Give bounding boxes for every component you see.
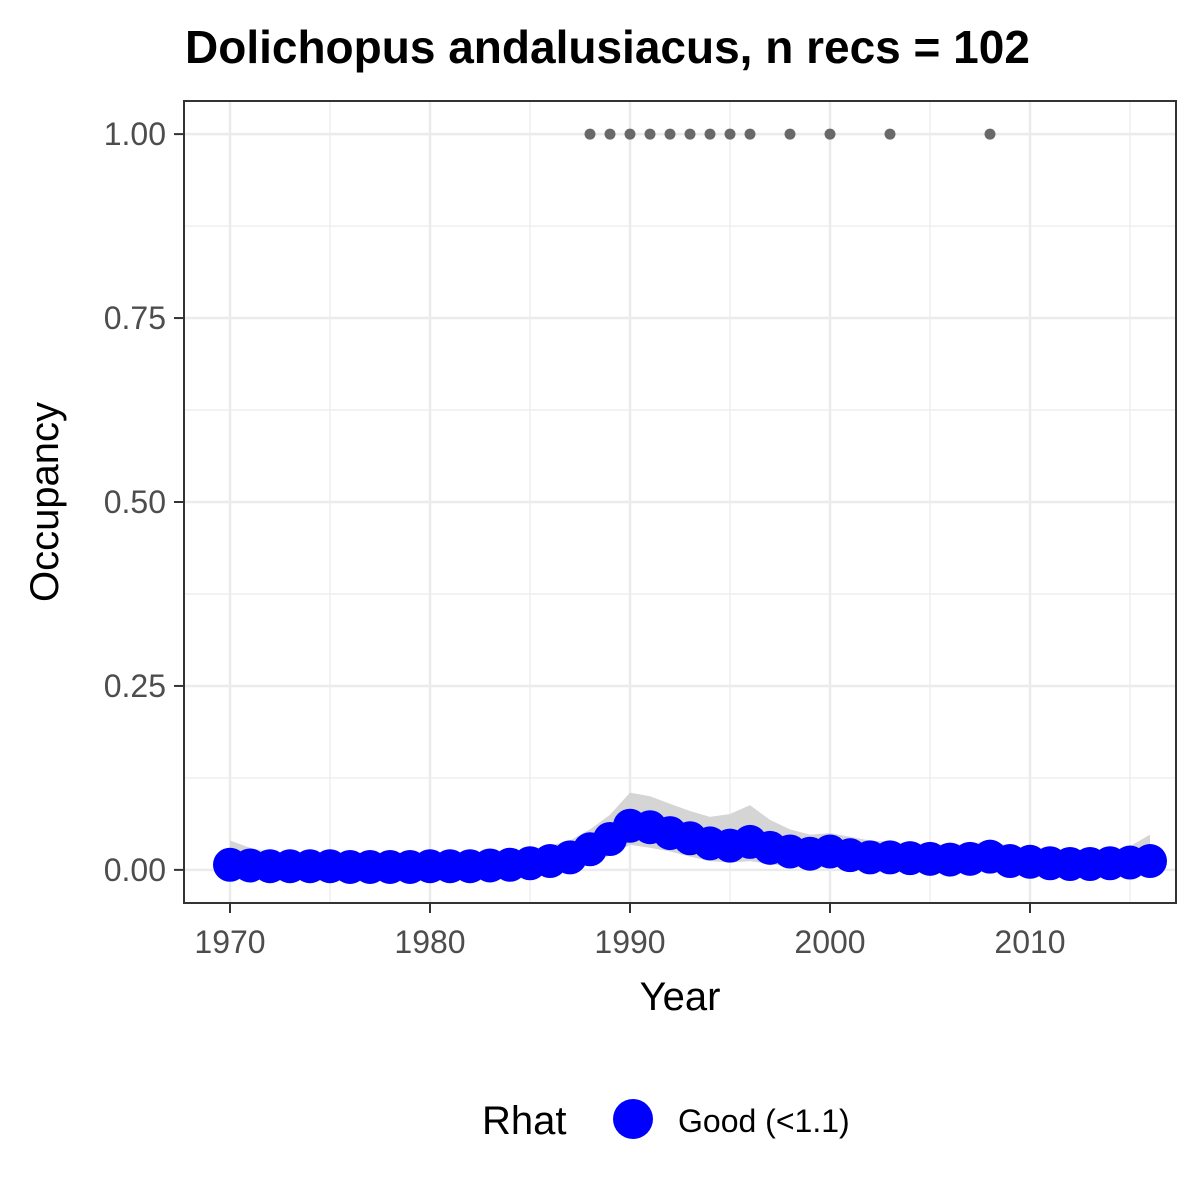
- record-point: [724, 128, 736, 140]
- x-tick-label: 2010: [994, 924, 1065, 960]
- legend-label-good: Good (<1.1): [678, 1103, 850, 1139]
- record-point: [604, 128, 616, 140]
- y-tick-label: 1.00: [104, 116, 166, 152]
- y-tick-label: 0.25: [104, 668, 166, 704]
- x-tick-label: 1990: [594, 924, 665, 960]
- y-tick-label: 0.00: [104, 852, 166, 888]
- legend-title: Rhat: [482, 1099, 567, 1143]
- legend-key-good: [613, 1099, 653, 1139]
- x-tick-label: 1970: [194, 924, 265, 960]
- y-axis: 0.00 0.25 0.50 0.75 1.00: [104, 116, 184, 888]
- record-point: [624, 128, 636, 140]
- chart-title: Dolichopus andalusiacus, n recs = 102: [185, 21, 1030, 73]
- record-point: [684, 128, 696, 140]
- occupancy-point: [1133, 844, 1167, 879]
- record-point: [644, 128, 656, 140]
- record-point: [744, 128, 756, 140]
- legend: Rhat Good (<1.1): [482, 1099, 850, 1143]
- occupancy-points-layer: [213, 808, 1167, 884]
- x-axis: 1970 1980 1990 2000 2010: [194, 903, 1066, 960]
- record-point: [584, 128, 596, 140]
- record-point: [824, 128, 836, 140]
- record-point: [984, 128, 996, 140]
- record-point: [884, 128, 896, 140]
- record-point: [784, 128, 796, 140]
- record-point: [664, 128, 676, 140]
- x-tick-label: 2000: [794, 924, 865, 960]
- major-gridlines: [184, 101, 1176, 903]
- x-axis-label: Year: [640, 975, 721, 1019]
- record-point: [704, 128, 716, 140]
- y-tick-label: 0.50: [104, 484, 166, 520]
- y-axis-label: Occupancy: [23, 402, 67, 602]
- x-tick-label: 1980: [394, 924, 465, 960]
- y-tick-label: 0.75: [104, 300, 166, 336]
- records-points-layer: [584, 128, 996, 140]
